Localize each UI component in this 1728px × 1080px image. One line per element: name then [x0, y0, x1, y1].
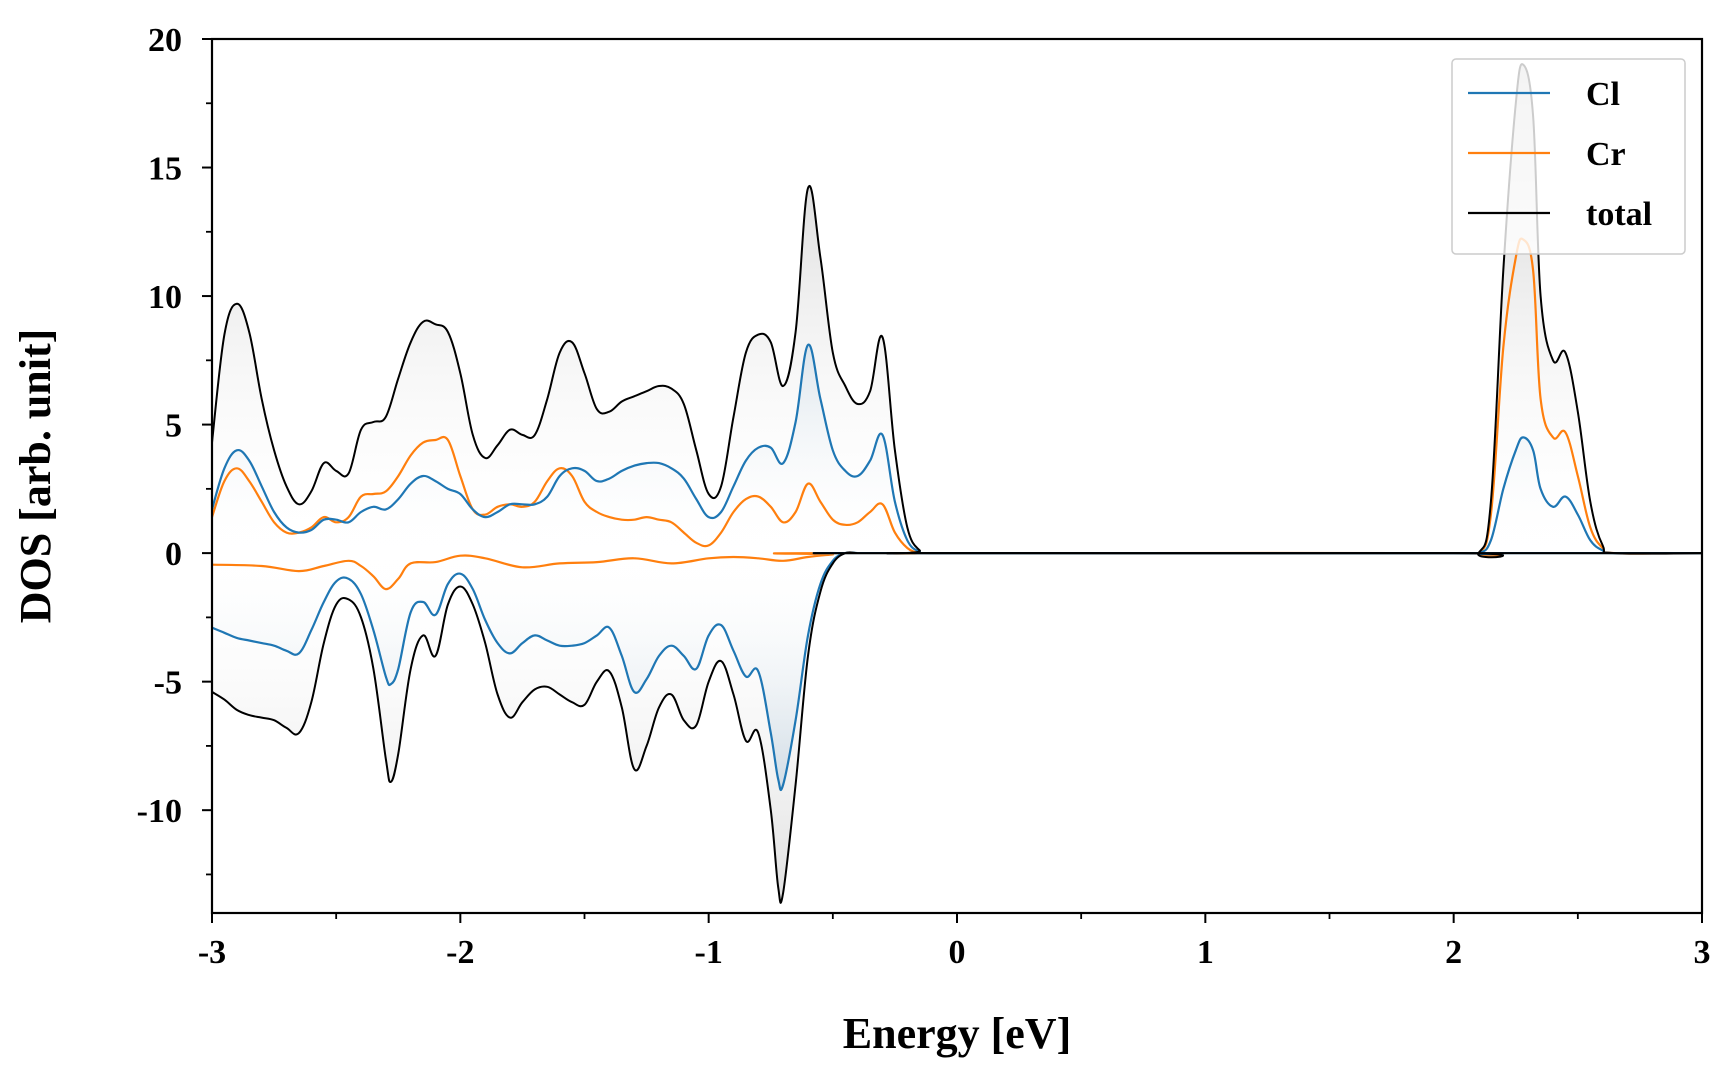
- legend-label-cr: Cr: [1586, 136, 1626, 173]
- x-tick-label: 1: [1197, 934, 1214, 971]
- x-tick-label: 2: [1445, 934, 1462, 971]
- y-axis-label: DOS [arb. unit]: [11, 329, 60, 624]
- x-tick-label: -1: [695, 934, 723, 971]
- y-tick-label: 15: [148, 151, 182, 188]
- x-axis-label: Energy [eV]: [843, 1009, 1072, 1058]
- line-total-spin-down: [212, 551, 1702, 904]
- y-tick-label: 5: [165, 408, 182, 445]
- x-tick-label: 3: [1694, 934, 1711, 971]
- y-tick-label: -10: [137, 793, 182, 830]
- y-tick-label: 20: [148, 22, 182, 59]
- line-cl-spin-up: [212, 343, 1702, 556]
- y-tick-label: 0: [165, 536, 182, 573]
- fill-total-spin-up: [212, 64, 1702, 558]
- fill-cl-spin-down: [212, 552, 1702, 790]
- line-total-spin-up: [212, 63, 1702, 559]
- y-tick-label: -5: [154, 665, 182, 702]
- y-tick-label: 10: [148, 279, 182, 316]
- legend-box: [1451, 58, 1686, 255]
- legend-label-cl: Cl: [1586, 76, 1620, 113]
- line-cl-spin-down: [212, 551, 1702, 792]
- x-tick-label: 0: [949, 934, 966, 971]
- legend: Cl Cr total: [1451, 58, 1686, 255]
- legend-label-total: total: [1586, 196, 1652, 233]
- x-tick-label: -2: [446, 934, 474, 971]
- line-cr-spin-up: [212, 237, 1702, 558]
- x-tick-label: -3: [198, 934, 226, 971]
- series-lines: [212, 63, 1702, 904]
